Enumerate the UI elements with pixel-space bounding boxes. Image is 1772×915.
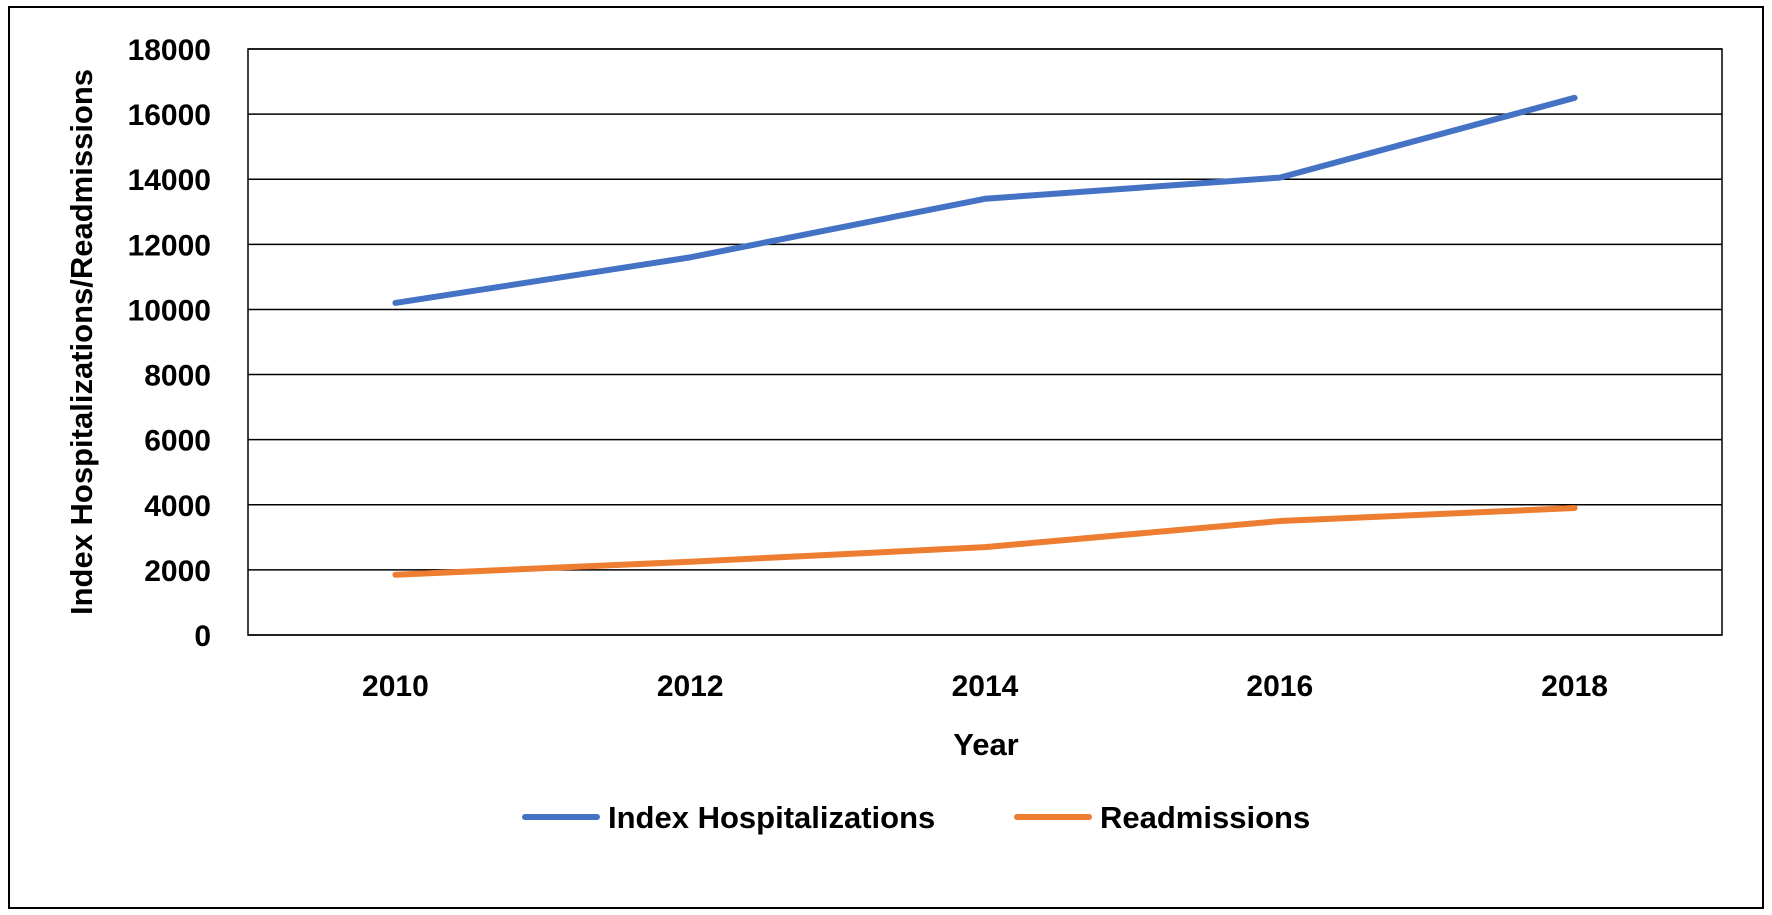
plot-area (247, 48, 1723, 636)
y-axis-title: Index Hospitalizations/Readmissions (64, 69, 99, 615)
y-tick-label: 16000 (128, 99, 211, 132)
y-axis-tick-labels: 0 2000 4000 6000 8000 10000 12000 14000 16000 180… (128, 34, 211, 653)
x-tick-label: 2016 (1246, 670, 1313, 703)
y-tick-label: 10000 (128, 294, 211, 327)
series-lines (392, 94, 1578, 578)
x-axis-title: Year (953, 727, 1019, 762)
y-tick-label: 14000 (128, 164, 211, 197)
legend-label: Readmissions (1100, 800, 1310, 835)
x-tick-label: 2014 (952, 670, 1019, 703)
legend: Index Hospitalizations Readmissions (522, 800, 1310, 835)
x-tick-label: 2018 (1541, 670, 1608, 703)
y-tick-label: 8000 (144, 360, 211, 393)
y-tick-label: 0 (194, 620, 211, 653)
x-tick-label: 2010 (362, 670, 429, 703)
y-tick-label: 2000 (144, 555, 211, 588)
x-tick-label: 2012 (657, 670, 724, 703)
legend-item: Index Hospitalizations (522, 800, 935, 835)
y-tick-label: 4000 (144, 490, 211, 523)
series-line-index-hospitalizations (392, 94, 1578, 306)
chart-frame (8, 6, 1764, 909)
y-tick-label: 12000 (128, 229, 211, 262)
series-line-readmissions (392, 505, 1578, 578)
legend-item: Readmissions (1014, 800, 1310, 835)
legend-label: Index Hospitalizations (608, 800, 935, 835)
y-tick-label: 6000 (144, 425, 211, 458)
y-tick-label: 18000 (128, 34, 211, 67)
x-axis-tick-labels: 2010 2012 2014 2016 2018 (362, 670, 1608, 703)
